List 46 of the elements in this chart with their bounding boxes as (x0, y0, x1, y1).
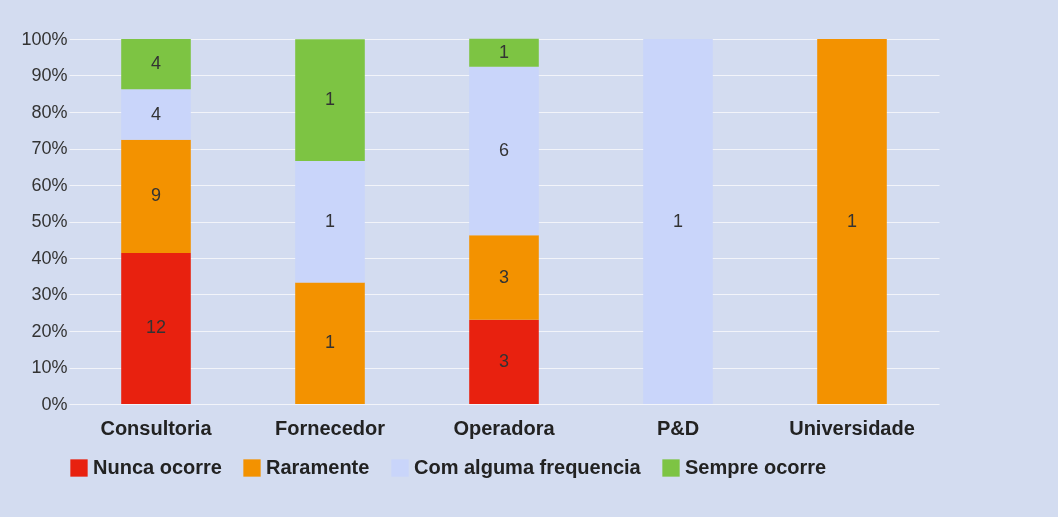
bar (121, 252, 191, 404)
bar (295, 282, 365, 404)
y-tick-label: 20% (31, 320, 68, 341)
annotation: 3 (498, 266, 510, 287)
annotation: 1 (498, 41, 510, 62)
y-tick-label: 90% (31, 65, 68, 85)
annotation: 1 (324, 89, 336, 110)
y-tick-label: 100% (21, 28, 68, 49)
legend-label: Sempre ocorre (685, 456, 827, 478)
legend-label: Nunca ocorre (93, 456, 222, 478)
annotation: 1 (846, 210, 858, 231)
x-tick-label: Consultoria (100, 416, 213, 439)
y-tick-label: 60% (31, 174, 68, 195)
bar (469, 38, 539, 67)
annotation: 1 (324, 210, 336, 231)
x-tick-label: Fornecedor (274, 416, 386, 439)
y-tick-label: 40% (31, 247, 68, 268)
annotation: 4 (150, 103, 162, 124)
y-tick-label: 10% (31, 357, 68, 377)
y-tick-label: 50% (31, 211, 68, 231)
y-tick-label: 30% (31, 284, 68, 304)
bar (643, 39, 713, 404)
bar (121, 39, 191, 90)
x-tick-label: P&D (656, 416, 700, 439)
annotation: 1 (672, 210, 684, 231)
bar (295, 39, 365, 161)
annotation: 4 (150, 53, 162, 74)
x-tick-label: Operadora (453, 416, 556, 439)
y-tick-label: 70% (31, 138, 68, 158)
annotation: 6 (498, 140, 510, 161)
bar (295, 160, 365, 283)
y-tick-label: 80% (31, 101, 68, 122)
legend-label: Raramente (266, 456, 370, 478)
annotation: 9 (150, 185, 162, 206)
bar (469, 319, 539, 404)
annotation: 3 (498, 350, 510, 371)
legend-label: Com alguma frequencia (414, 456, 642, 478)
x-tick-label: Universidade (789, 416, 915, 439)
bar (469, 235, 539, 320)
y-tick-label: 0% (41, 393, 68, 414)
bar (121, 89, 191, 140)
bar (121, 139, 191, 253)
bar (469, 66, 539, 236)
bar (817, 39, 887, 404)
annotation: 12 (145, 317, 167, 338)
annotation: 1 (324, 332, 336, 353)
